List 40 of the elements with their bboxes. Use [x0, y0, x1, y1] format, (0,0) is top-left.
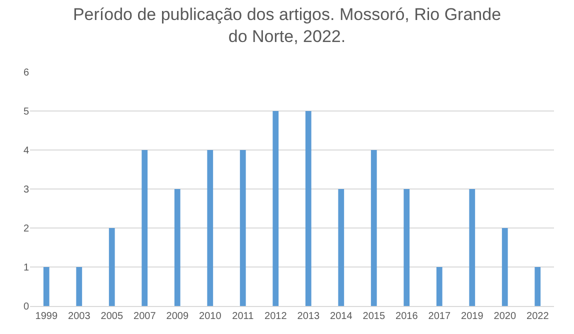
x-tick-label: 2013 — [297, 311, 320, 322]
bar — [174, 189, 180, 306]
bar — [76, 267, 82, 306]
x-tick-label: 2012 — [264, 311, 288, 322]
x-tick-label: 2009 — [166, 311, 189, 322]
bar — [142, 150, 148, 306]
x-tick-label: 2003 — [68, 311, 91, 322]
x-tick-label: 2017 — [428, 311, 451, 322]
x-tick-label: 2005 — [100, 311, 124, 322]
y-tick-label: 0 — [23, 302, 30, 312]
x-tick-label: 2020 — [494, 311, 516, 322]
bar — [502, 228, 508, 306]
bar — [305, 111, 312, 306]
bar — [207, 150, 214, 306]
bar — [272, 111, 279, 306]
x-tick-label: 2015 — [362, 311, 386, 322]
y-tick-label: 2 — [23, 224, 30, 234]
bar — [108, 228, 115, 306]
chart-title: Período de publicação dos artigos. Mossoró, Rio Grande do Norte, 2022. — [72, 5, 502, 46]
bar — [240, 150, 246, 306]
bar — [43, 267, 50, 306]
bar — [469, 189, 476, 306]
x-tick-label: 2016 — [396, 311, 418, 322]
x-tick-label: 1999 — [35, 311, 58, 322]
bar — [338, 189, 344, 306]
x-tick-label: 2011 — [232, 311, 254, 322]
y-tick-label: 5 — [23, 106, 30, 118]
x-tick-label: 2019 — [461, 311, 484, 322]
y-tick-label: 6 — [23, 68, 30, 78]
y-tick-label: 4 — [23, 146, 30, 156]
y-tick-label: 3 — [23, 184, 30, 196]
bar — [404, 189, 410, 306]
x-tick-label: 2010 — [199, 311, 222, 322]
bar — [534, 267, 541, 306]
x-tick-label: 2014 — [330, 311, 353, 322]
x-tick-label: 2022 — [526, 311, 550, 322]
bar — [370, 150, 377, 306]
y-tick-label: 1 — [23, 262, 30, 274]
bar — [436, 267, 442, 306]
x-tick-label: 2007 — [134, 311, 156, 322]
